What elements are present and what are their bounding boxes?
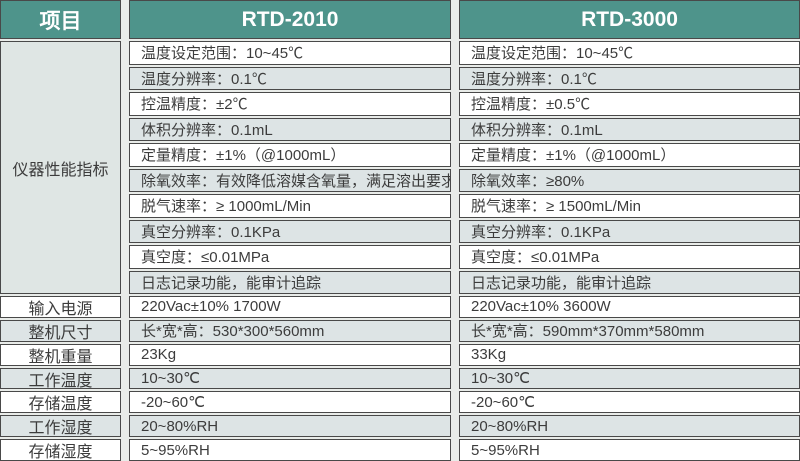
spec-temp-accuracy-rtd2010: 控温精度：±2℃ bbox=[129, 92, 451, 116]
weight-rtd3000: 33Kg bbox=[459, 343, 800, 366]
storage-humidity-rtd2010: 5~95%RH bbox=[129, 439, 451, 461]
spec-vacuum-resolution-rtd2010: 真空分辨率：0.1KPa bbox=[129, 219, 451, 243]
spec-vacuum-degree-rtd3000: 真空度：≤0.01MPa bbox=[459, 245, 800, 269]
input-power-rtd3000: 220Vac±10% 3600W bbox=[459, 296, 800, 318]
spec-temp-accuracy-rtd3000: 控温精度：±0.5℃ bbox=[459, 92, 800, 116]
working-humidity-rtd2010: 20~80%RH bbox=[129, 415, 451, 438]
row-label-weight: 整机重量 bbox=[0, 343, 121, 366]
storage-humidity-rtd3000: 5~95%RH bbox=[459, 439, 800, 461]
spec-volume-resolution-rtd3000: 体积分辨率：0.1mL bbox=[459, 117, 800, 141]
header-product-rtd2010: RTD-2010 bbox=[129, 0, 451, 39]
spec-deoxygen-efficiency-rtd2010: 除氧效率：有效降低溶媒含氧量，满足溶出要求 bbox=[129, 168, 451, 192]
spec-temp-range-rtd3000: 温度设定范围：10~45℃ bbox=[459, 41, 800, 65]
storage-temp-rtd2010: -20~60℃ bbox=[129, 391, 451, 414]
spec-log-audit-rtd3000: 日志记录功能，能审计追踪 bbox=[459, 270, 800, 294]
performance-section-label: 仪器性能指标 bbox=[0, 41, 121, 294]
spec-dosing-accuracy-rtd3000: 定量精度：±1%（@1000mL） bbox=[459, 143, 800, 167]
header-product-rtd3000: RTD-3000 bbox=[459, 0, 800, 39]
row-label-storage-humidity: 存储湿度 bbox=[0, 439, 121, 461]
spec-temp-resolution-rtd2010: 温度分辨率：0.1℃ bbox=[129, 66, 451, 90]
spec-volume-resolution-rtd2010: 体积分辨率：0.1mL bbox=[129, 117, 451, 141]
weight-rtd2010: 23Kg bbox=[129, 343, 451, 366]
spec-vacuum-resolution-rtd3000: 真空分辨率：0.1KPa bbox=[459, 219, 800, 243]
working-temp-rtd2010: 10~30℃ bbox=[129, 367, 451, 390]
working-humidity-rtd3000: 20~80%RH bbox=[459, 415, 800, 438]
row-label-storage-temp: 存储温度 bbox=[0, 391, 121, 414]
header-item-column: 项目 bbox=[0, 0, 121, 39]
spec-temp-resolution-rtd3000: 温度分辨率：0.1℃ bbox=[459, 66, 800, 90]
input-power-rtd2010: 220Vac±10% 1700W bbox=[129, 296, 451, 318]
storage-temp-rtd3000: -20~60℃ bbox=[459, 391, 800, 414]
row-label-input-power: 输入电源 bbox=[0, 296, 121, 318]
working-temp-rtd3000: 10~30℃ bbox=[459, 367, 800, 390]
spec-deoxygen-efficiency-rtd3000: 除氧效率：≥80% bbox=[459, 168, 800, 192]
spec-log-audit-rtd2010: 日志记录功能，能审计追踪 bbox=[129, 270, 451, 294]
spec-degas-rate-rtd3000: 脱气速率：≥ 1500mL/Min bbox=[459, 194, 800, 218]
row-label-working-temp: 工作温度 bbox=[0, 367, 121, 390]
row-label-working-humidity: 工作湿度 bbox=[0, 415, 121, 438]
spec-temp-range-rtd2010: 温度设定范围：10~45℃ bbox=[129, 41, 451, 65]
dimensions-rtd3000: 长*宽*高：590mm*370mm*580mm bbox=[459, 319, 800, 342]
dimensions-rtd2010: 长*宽*高：530*300*560mm bbox=[129, 319, 451, 342]
spec-degas-rate-rtd2010: 脱气速率：≥ 1000mL/Min bbox=[129, 194, 451, 218]
spec-vacuum-degree-rtd2010: 真空度：≤0.01MPa bbox=[129, 245, 451, 269]
row-label-dimensions: 整机尺寸 bbox=[0, 319, 121, 342]
spec-dosing-accuracy-rtd2010: 定量精度：±1%（@1000mL） bbox=[129, 143, 451, 167]
